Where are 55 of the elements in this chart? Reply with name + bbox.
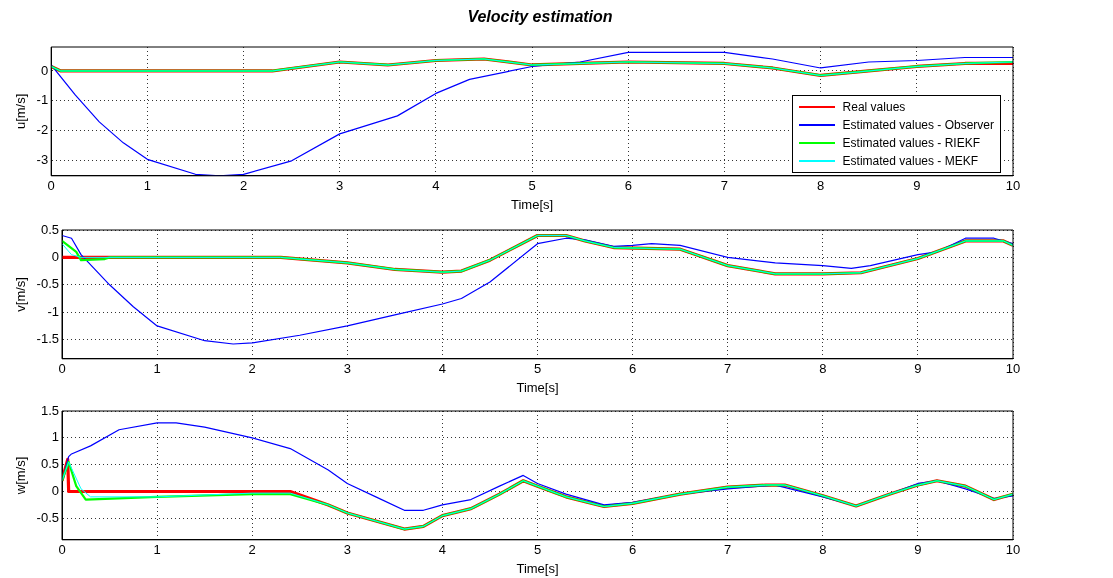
x-tick-label: 8	[819, 361, 827, 377]
x-tick-label: 2	[248, 542, 256, 558]
x-tick-label: 7	[724, 542, 732, 558]
x-tick-label: 5	[533, 361, 542, 377]
y-tick-label: -1	[47, 303, 59, 319]
x-tick-label: 8	[819, 542, 827, 558]
x-axis-title: Time[s]	[516, 379, 559, 395]
x-tick-label: 4	[438, 542, 447, 558]
y-tick-label: 0.5	[40, 221, 59, 237]
x-tick-label: 10	[1005, 361, 1021, 377]
x-tick-label: 8	[817, 178, 825, 194]
y-axis-title: v[m/s]	[13, 277, 29, 312]
x-tick-label: 9	[914, 361, 922, 377]
legend-label: Estimated values - MEKF	[842, 154, 978, 168]
x-tick-label: 6	[624, 178, 632, 194]
x-tick-label: 10	[1005, 178, 1021, 194]
x-tick-label: 6	[628, 542, 637, 558]
x-tick-label: 1	[143, 178, 151, 194]
x-tick-label: 7	[724, 361, 732, 377]
legend-label: Estimated values - RIEKF	[842, 136, 980, 150]
y-tick-label: -0.5	[36, 276, 59, 292]
x-tick-label: 7	[720, 178, 729, 194]
x-axis-title: Time[s]	[511, 196, 554, 212]
x-tick-label: 5	[533, 542, 542, 558]
x-tick-label: 5	[528, 178, 536, 194]
x-axis-title: Time[s]	[516, 560, 559, 576]
x-tick-label: 1	[153, 542, 161, 558]
y-tick-label: -1	[36, 92, 49, 108]
y-tick-label: -3	[36, 152, 49, 168]
x-tick-label: 4	[438, 361, 447, 377]
x-tick-label: 6	[628, 361, 637, 377]
legend-label: Real values	[842, 100, 906, 114]
x-tick-label: 3	[336, 178, 344, 194]
y-axis-title: u[m/s]	[13, 93, 29, 130]
x-tick-label: 4	[432, 178, 440, 194]
y-tick-label: -0.5	[36, 509, 59, 525]
x-tick-label: 10	[1005, 542, 1021, 558]
y-tick-label: 1.5	[40, 402, 59, 418]
legend-label: Estimated values - Observer	[842, 118, 994, 132]
x-tick-label: 1	[153, 361, 161, 377]
x-tick-label: 3	[343, 361, 351, 377]
y-tick-label: 0	[51, 483, 59, 499]
y-tick-label: 0.5	[40, 456, 59, 472]
y-tick-label: 0	[51, 248, 59, 264]
y-axis-title: w[m/s]	[13, 456, 29, 496]
x-tick-label: 9	[913, 178, 921, 194]
y-tick-label: 0	[40, 62, 49, 78]
x-tick-label: 3	[343, 542, 351, 558]
x-tick-label: 9	[914, 542, 922, 558]
y-tick-label: -2	[36, 122, 49, 138]
chart-title: Velocity estimation	[466, 8, 614, 26]
y-tick-label: 1	[51, 429, 59, 445]
y-tick-label: -1.5	[36, 331, 59, 347]
x-tick-label: 2	[248, 361, 256, 377]
x-tick-label: 2	[239, 178, 248, 194]
